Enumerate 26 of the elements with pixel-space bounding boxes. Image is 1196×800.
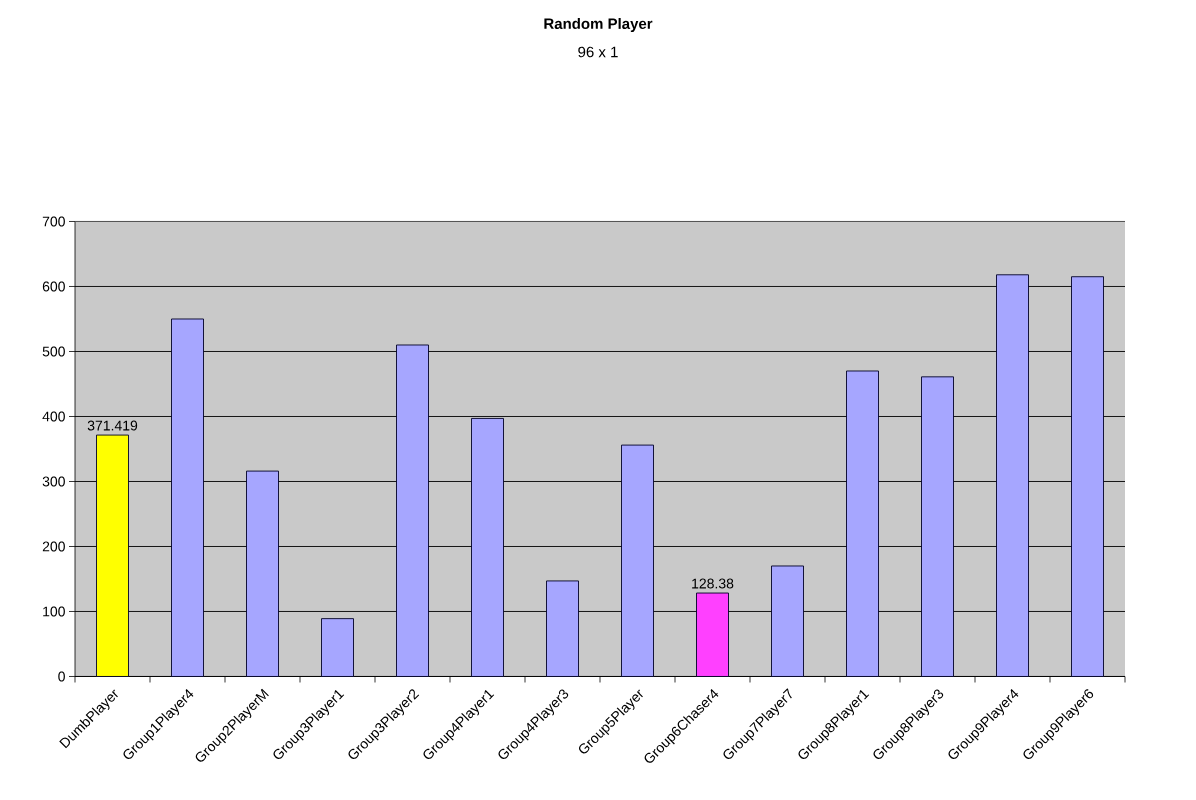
bar — [621, 444, 654, 677]
y-tick-label: 700 — [42, 216, 65, 227]
bar — [396, 344, 429, 677]
y-tick-label: 600 — [42, 281, 65, 292]
y-tick-label: 200 — [42, 541, 65, 552]
bar — [771, 565, 804, 677]
bar — [471, 417, 504, 677]
data-label: 371.419 — [87, 420, 138, 431]
chart-title: Random Player — [544, 17, 653, 32]
bar — [996, 274, 1029, 677]
bar — [246, 470, 279, 677]
bar — [546, 580, 579, 677]
y-tick-label: 500 — [42, 346, 65, 357]
chart-subtitle: 96 x 1 — [578, 46, 618, 58]
bar — [846, 370, 879, 677]
data-label: 128.38 — [692, 578, 734, 589]
bar — [921, 376, 954, 677]
bar — [321, 618, 354, 677]
bar — [696, 592, 729, 677]
y-tick-label: 0 — [58, 671, 65, 682]
y-tick-label: 300 — [42, 476, 65, 487]
bar — [171, 318, 204, 677]
y-tick-label: 400 — [42, 411, 65, 422]
bar — [96, 434, 129, 677]
bar — [1071, 276, 1104, 677]
y-tick-label: 100 — [43, 606, 65, 617]
